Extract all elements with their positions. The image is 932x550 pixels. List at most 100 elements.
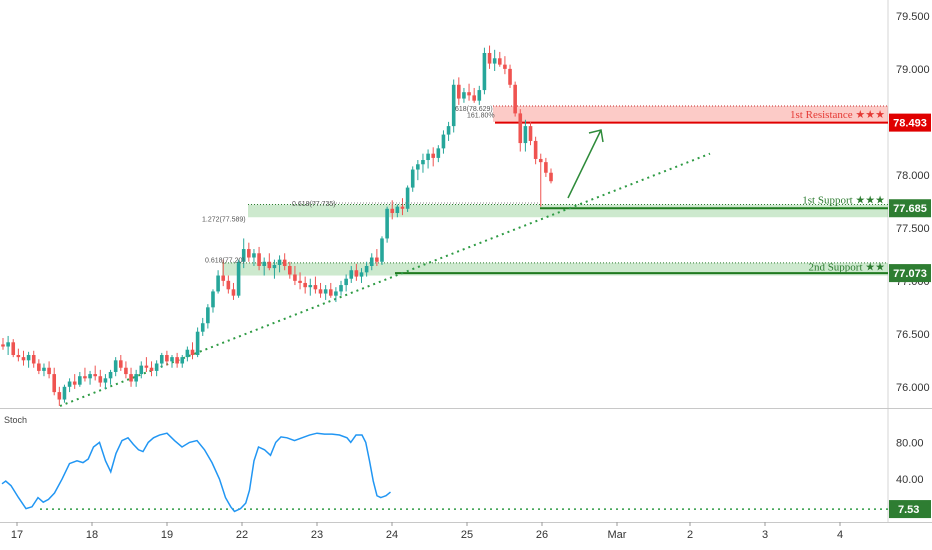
candle-body — [518, 113, 523, 144]
candle-body — [457, 84, 461, 99]
candle-body — [410, 169, 415, 188]
arrow-shaft — [567, 129, 602, 199]
candle-body — [52, 374, 57, 393]
candle-body — [98, 376, 103, 383]
candle-body — [467, 92, 471, 96]
candle-body — [533, 140, 538, 159]
price-tick-label: 76.000 — [896, 382, 930, 394]
candle-body — [282, 259, 287, 266]
zone-annotation: 1st Support ★★★ — [802, 195, 885, 207]
candle-body — [62, 386, 67, 400]
time-tick-label: 4 — [837, 529, 843, 541]
price-tick-label: 76.500 — [896, 329, 930, 341]
candle-body — [72, 381, 77, 385]
time-tick-label: 3 — [762, 529, 768, 541]
oscillator-tick-label: 80.00 — [896, 437, 924, 449]
candle-body — [267, 261, 272, 269]
candle-body — [497, 58, 502, 65]
candle-body — [206, 307, 210, 324]
candle-body — [364, 265, 369, 273]
zone-price-label: 78.493 — [893, 118, 927, 130]
candle-body — [190, 349, 195, 356]
candle-body — [298, 280, 302, 283]
stochastic-line — [1, 432, 391, 513]
candle-body — [421, 160, 425, 165]
candle-body — [446, 126, 451, 135]
candle-body — [538, 158, 543, 163]
zone-annotation: 2nd Support ★★ — [808, 261, 885, 273]
candle-body — [252, 253, 256, 258]
candle-body — [344, 278, 348, 286]
candle-body — [390, 208, 395, 214]
candle-body — [487, 52, 492, 64]
candle-body — [359, 272, 364, 277]
candle-body — [441, 134, 446, 149]
zone-band — [248, 204, 888, 218]
candle-body — [395, 206, 400, 214]
oscillator-level-badge — [889, 500, 931, 519]
candle-body — [195, 331, 200, 356]
candle-body — [313, 285, 318, 290]
oscillator-tick-label: 40.00 — [896, 474, 924, 486]
candle-body — [472, 95, 476, 101]
candle-body — [67, 381, 72, 387]
candle-body — [436, 148, 441, 158]
candle-body — [528, 126, 533, 141]
candle-body — [42, 367, 46, 371]
time-tick-label: 24 — [386, 529, 398, 541]
candle-body — [513, 84, 517, 114]
candle-body — [328, 289, 333, 296]
candle-body — [78, 376, 82, 385]
candle-body — [154, 363, 159, 371]
time-tick-label: 2 — [687, 529, 693, 541]
candle-body — [118, 360, 123, 368]
time-tick-label: Mar — [608, 529, 627, 541]
candle-body — [1, 344, 5, 347]
candle-body — [170, 357, 174, 362]
candle-body — [451, 84, 456, 127]
candle-body — [262, 261, 266, 266]
candle-body — [21, 357, 26, 361]
arrow-head — [588, 129, 604, 143]
candle-body — [88, 374, 92, 379]
fib-label: 161.80% — [467, 112, 495, 119]
zone-price-label: 77.685 — [893, 203, 927, 215]
candle-body — [31, 355, 36, 364]
time-tick-label: 26 — [536, 529, 548, 541]
candle-body — [272, 264, 277, 269]
stochastic-panel: Stoch — [1, 415, 888, 513]
candle-body — [334, 291, 338, 296]
time-tick-label: 18 — [86, 529, 98, 541]
zone-price-label: 77.073 — [893, 268, 927, 280]
candlesticks — [1, 45, 553, 406]
candle-body — [288, 265, 292, 275]
candle-body — [226, 280, 231, 290]
candle-body — [6, 342, 10, 347]
support-resistance-zones — [222, 105, 888, 276]
fib-label: 618(78.629) — [455, 106, 493, 113]
candle-body — [247, 249, 251, 258]
candle-body — [318, 289, 323, 294]
time-axis[interactable]: 17 18 19 22 23 24 25 26 Mar 2 3 4 — [11, 522, 843, 541]
price-grid — [0, 0, 932, 523]
candle-body — [108, 371, 113, 379]
candle-body — [200, 323, 205, 332]
candle-body — [165, 355, 169, 362]
candle-body — [416, 164, 420, 170]
fib-label: 1.272(77.589) — [202, 216, 246, 223]
candle-body — [492, 58, 497, 64]
price-tick-label: 78.000 — [896, 170, 930, 182]
candle-body — [369, 257, 374, 266]
zone-annotation: 1st Resistance ★★★ — [790, 109, 885, 121]
candle-body — [482, 52, 487, 91]
candle-body — [462, 92, 466, 99]
ascending-trendline — [59, 152, 711, 407]
price-axis[interactable]: 76.00076.50077.00077.50078.00078.50079.0… — [889, 11, 931, 519]
time-tick-label: 17 — [11, 529, 23, 541]
oscillator-label: Stoch — [4, 415, 27, 425]
candle-body — [503, 64, 507, 69]
candle-body — [308, 285, 313, 288]
candle-body — [144, 365, 149, 368]
fib-label: 0.618(77.20) — [205, 258, 245, 265]
